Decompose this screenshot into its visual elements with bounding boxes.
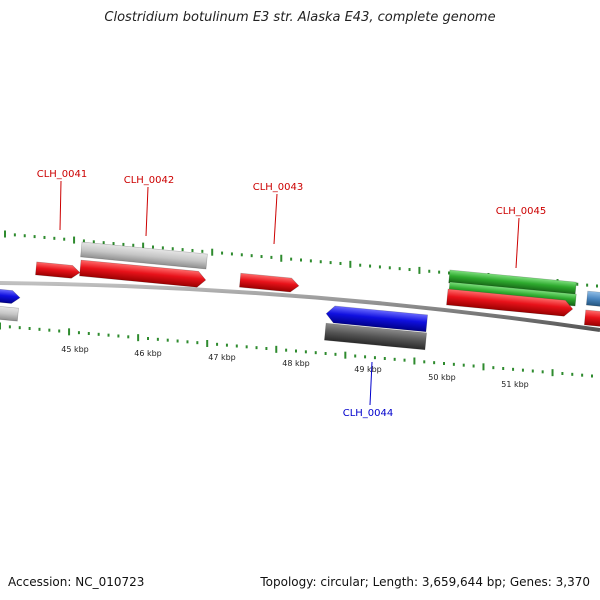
gene-clh-0042-grey[interactable]	[80, 241, 208, 270]
scale-label: 50 kbp	[428, 373, 456, 382]
gene-label-leader	[59, 180, 62, 231]
gene-steel-edge-right[interactable]	[586, 290, 600, 308]
map-title: Clostridium botulinum E3 str. Alaska E43…	[104, 10, 496, 25]
gene-clh-0044[interactable]	[325, 305, 428, 333]
scale-label: 48 kbp	[282, 359, 310, 368]
scale-label: 46 kbp	[134, 349, 162, 358]
scale-label: 51 kbp	[501, 380, 529, 389]
gene-clh-0043[interactable]	[239, 272, 300, 293]
gene-label-clh-0041[interactable]: CLH_0041	[37, 169, 88, 180]
gene-label-clh-0043[interactable]: CLH_0043	[253, 182, 304, 193]
gene-label-clh-0044[interactable]: CLH_0044	[343, 408, 394, 419]
inner-tick-row	[0, 322, 593, 378]
gene-blue-edge-left[interactable]	[0, 288, 21, 304]
gene-grey-edge-left[interactable]	[0, 305, 19, 322]
gene-label-leader	[145, 186, 149, 237]
scale-label: 45 kbp	[61, 345, 89, 354]
gene-clh-0042[interactable]	[79, 259, 207, 288]
gene-clh-0045[interactable]	[446, 288, 574, 317]
scale-label: 49 kbp	[354, 365, 382, 374]
gene-red-edge-right[interactable]	[584, 309, 600, 328]
genome-summary-text: Topology: circular; Length: 3,659,644 bp…	[260, 575, 590, 589]
gene-clh-0041[interactable]	[35, 261, 81, 279]
accession-text: Accession: NC_010723	[8, 575, 145, 589]
gene-clh-0044-grey[interactable]	[324, 322, 427, 351]
scale-label: 47 kbp	[208, 353, 236, 362]
gene-label-leader	[369, 361, 373, 406]
genome-backbone	[0, 281, 600, 332]
gene-features	[0, 241, 600, 351]
gene-label-leader	[515, 217, 520, 269]
gene-label-clh-0045[interactable]: CLH_0045	[496, 206, 547, 217]
gene-label-leader	[273, 193, 278, 245]
gene-label-clh-0042[interactable]: CLH_0042	[124, 175, 175, 186]
outer-tick-row	[4, 230, 598, 288]
gene-labels: CLH_0041 CLH_0042 CLH_0043 CLH_0044 CLH_0045	[37, 169, 547, 419]
scale-labels: 45 kbp 46 kbp 47 kbp 48 kbp 49 kbp 50 kbp 51 k…	[61, 345, 529, 389]
